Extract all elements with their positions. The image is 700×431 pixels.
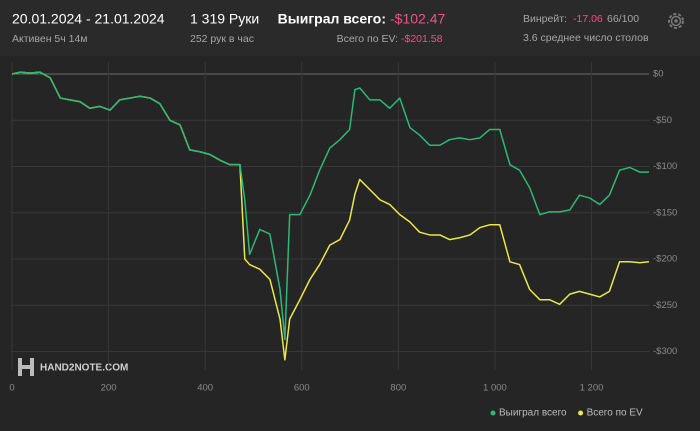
tables: 3.6 среднее число столов [523, 32, 649, 44]
hands-rate: 252 рук в час [190, 33, 254, 45]
won-label: Выиграл всего: [278, 11, 386, 27]
x-tick-label: 600 [294, 383, 310, 394]
y-tick-label: -$150 [653, 207, 677, 218]
y-tick-label: -$250 [653, 300, 677, 311]
series-line [11, 71, 649, 341]
ev-label: Всего по EV: [337, 33, 398, 45]
winrate-value: -17.06 [573, 13, 603, 25]
won-value: -$102.47 [390, 11, 445, 27]
x-tick-label: 200 [101, 383, 117, 394]
x-tick-label: 1 000 [483, 383, 507, 394]
y-tick-label: -$100 [653, 161, 677, 172]
legend: Выиграл всего Всего по EV [490, 408, 643, 419]
x-tick-label: 1 200 [580, 383, 604, 394]
active-time: Активен 5ч 14м [12, 33, 88, 45]
hands: 1 319 Руки [190, 11, 259, 27]
legend-marker [490, 410, 496, 416]
settings-icon[interactable] [668, 13, 684, 29]
y-tick-label: -$300 [653, 346, 677, 357]
logo-text: HAND2NOTE.COM [40, 363, 128, 374]
dates: 20.01.2024 - 21.01.2024 [12, 11, 165, 27]
logo: HAND2NOTE.COM [18, 358, 128, 376]
y-tick-label: -$200 [653, 254, 677, 265]
winrate-unit: 66/100 [607, 13, 639, 25]
x-tick-label: 400 [197, 383, 213, 394]
y-tick-label: $0 [653, 69, 664, 80]
legend-label: Всего по EV [587, 408, 643, 419]
chart-panel [0, 56, 700, 431]
y-tick-label: -$50 [653, 115, 672, 126]
x-tick-label: 800 [390, 383, 406, 394]
ev-value: -$201.58 [401, 33, 443, 45]
legend-label: Выиграл всего [499, 408, 567, 419]
legend-marker [578, 410, 584, 416]
x-tick-label: 0 [9, 383, 14, 394]
winrate-label: Винрейт: [523, 13, 567, 25]
